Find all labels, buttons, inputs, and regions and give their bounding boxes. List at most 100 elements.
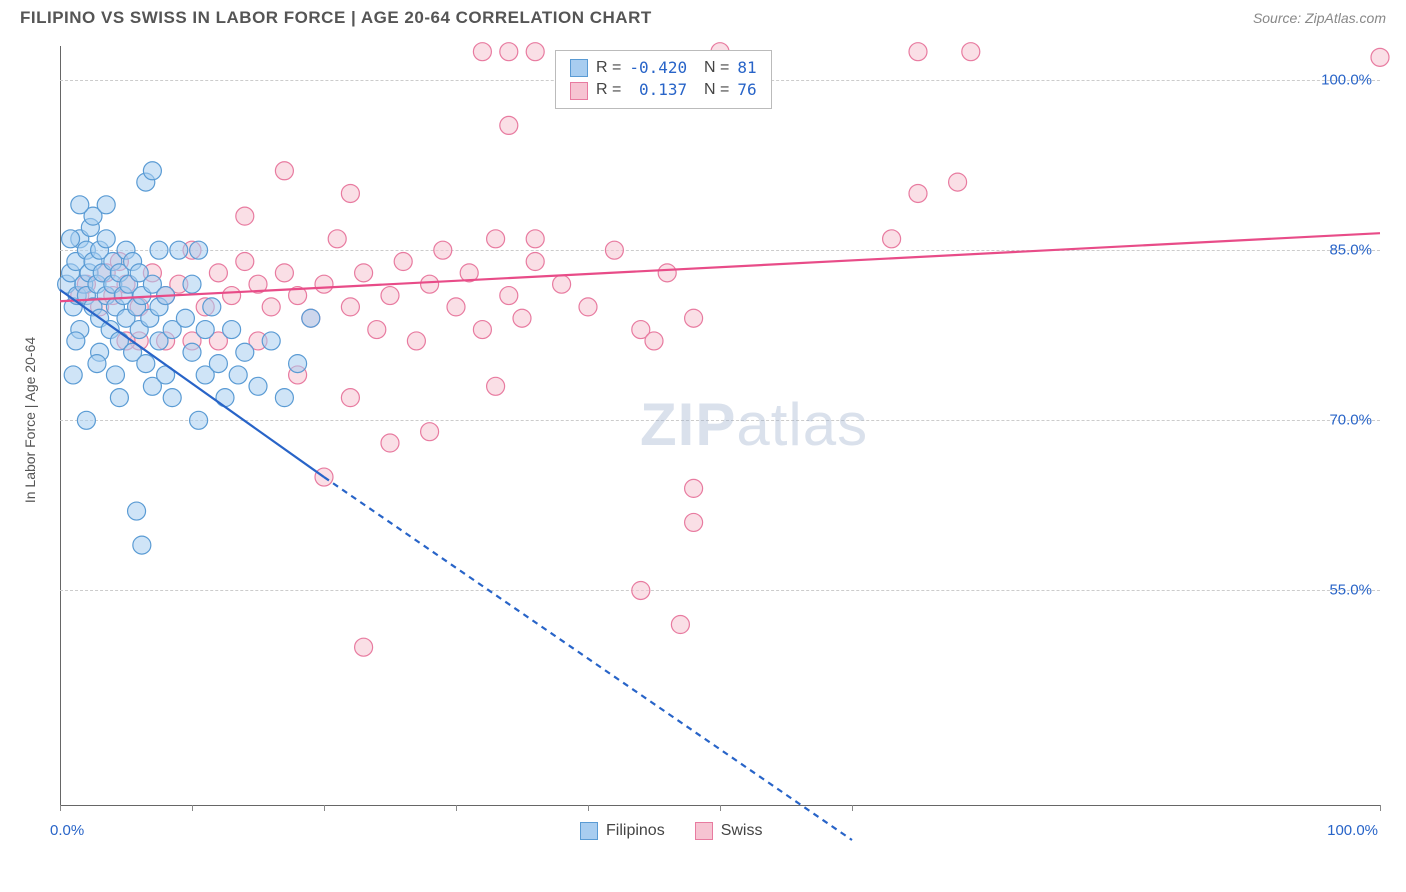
trend-line xyxy=(324,477,852,840)
stat-label: N = xyxy=(695,79,729,101)
data-point xyxy=(216,389,234,407)
data-point xyxy=(183,343,201,361)
data-point xyxy=(553,275,571,293)
legend-label: Filipinos xyxy=(606,822,665,840)
stat-r-value: -0.420 xyxy=(629,57,687,79)
data-point xyxy=(962,43,980,61)
legend-item: Swiss xyxy=(695,822,763,840)
legend-swatch-icon xyxy=(570,59,588,77)
data-point xyxy=(71,196,89,214)
data-point xyxy=(685,479,703,497)
data-point xyxy=(106,366,124,384)
x-axis-min-label: 0.0% xyxy=(50,822,84,839)
data-point xyxy=(128,502,146,520)
data-point xyxy=(223,287,241,305)
data-point xyxy=(434,241,452,259)
data-point xyxy=(64,366,82,384)
data-point xyxy=(909,184,927,202)
stat-r-value: 0.137 xyxy=(629,79,687,101)
data-point xyxy=(236,253,254,271)
data-point xyxy=(229,366,247,384)
data-point xyxy=(394,253,412,271)
data-point xyxy=(355,264,373,282)
stat-n-value: 76 xyxy=(737,79,756,101)
data-point xyxy=(315,275,333,293)
data-point xyxy=(381,434,399,452)
data-point xyxy=(275,162,293,180)
data-point xyxy=(143,162,161,180)
y-axis-title: In Labor Force | Age 20-64 xyxy=(22,337,38,503)
data-point xyxy=(176,309,194,327)
data-point xyxy=(949,173,967,191)
data-point xyxy=(421,423,439,441)
data-point xyxy=(685,309,703,327)
legend-swatch-icon xyxy=(695,822,713,840)
legend-swatch-icon xyxy=(580,822,598,840)
data-point xyxy=(249,377,267,395)
data-point xyxy=(133,536,151,554)
data-point xyxy=(883,230,901,248)
data-point xyxy=(513,309,531,327)
data-point xyxy=(473,321,491,339)
data-point xyxy=(685,513,703,531)
data-point xyxy=(163,389,181,407)
data-point xyxy=(67,332,85,350)
stat-label: N = xyxy=(695,57,729,79)
data-point xyxy=(150,241,168,259)
stat-label: R = xyxy=(596,57,621,79)
data-point xyxy=(473,43,491,61)
x-tick xyxy=(1380,805,1381,811)
data-point xyxy=(170,241,188,259)
x-axis-max-label: 100.0% xyxy=(1327,822,1378,839)
legend-item: Filipinos xyxy=(580,822,665,840)
trend-line xyxy=(60,233,1380,301)
data-point xyxy=(341,298,359,316)
data-point xyxy=(368,321,386,339)
bottom-legend: Filipinos Swiss xyxy=(580,822,762,840)
data-point xyxy=(77,411,95,429)
data-point xyxy=(487,377,505,395)
stats-row: R = 0.137 N = 76 xyxy=(570,79,757,101)
data-point xyxy=(236,207,254,225)
data-point xyxy=(487,230,505,248)
data-point xyxy=(381,287,399,305)
data-point xyxy=(407,332,425,350)
data-point xyxy=(632,581,650,599)
data-point xyxy=(671,616,689,634)
data-point xyxy=(88,355,106,373)
legend-swatch-icon xyxy=(570,82,588,100)
data-point xyxy=(275,389,293,407)
data-point xyxy=(110,389,128,407)
data-point xyxy=(1371,48,1389,66)
stat-label: R = xyxy=(596,79,621,101)
data-point xyxy=(236,343,254,361)
data-point xyxy=(209,264,227,282)
data-point xyxy=(209,355,227,373)
data-point xyxy=(190,411,208,429)
data-point xyxy=(526,43,544,61)
data-point xyxy=(526,230,544,248)
data-point xyxy=(62,230,80,248)
data-point xyxy=(645,332,663,350)
data-point xyxy=(658,264,676,282)
data-point xyxy=(579,298,597,316)
stats-row: R = -0.420 N = 81 xyxy=(570,57,757,79)
chart-title: FILIPINO VS SWISS IN LABOR FORCE | AGE 2… xyxy=(20,8,652,28)
data-point xyxy=(183,275,201,293)
data-point xyxy=(302,309,320,327)
data-point xyxy=(909,43,927,61)
data-point xyxy=(289,355,307,373)
data-point xyxy=(500,116,518,134)
data-point xyxy=(341,389,359,407)
source-label: Source: ZipAtlas.com xyxy=(1253,10,1386,26)
data-point xyxy=(275,264,293,282)
data-point xyxy=(355,638,373,656)
data-point xyxy=(203,298,221,316)
data-point xyxy=(328,230,346,248)
data-point xyxy=(447,298,465,316)
data-point xyxy=(190,241,208,259)
data-point xyxy=(97,196,115,214)
data-point xyxy=(137,355,155,373)
data-point xyxy=(97,230,115,248)
data-point xyxy=(605,241,623,259)
